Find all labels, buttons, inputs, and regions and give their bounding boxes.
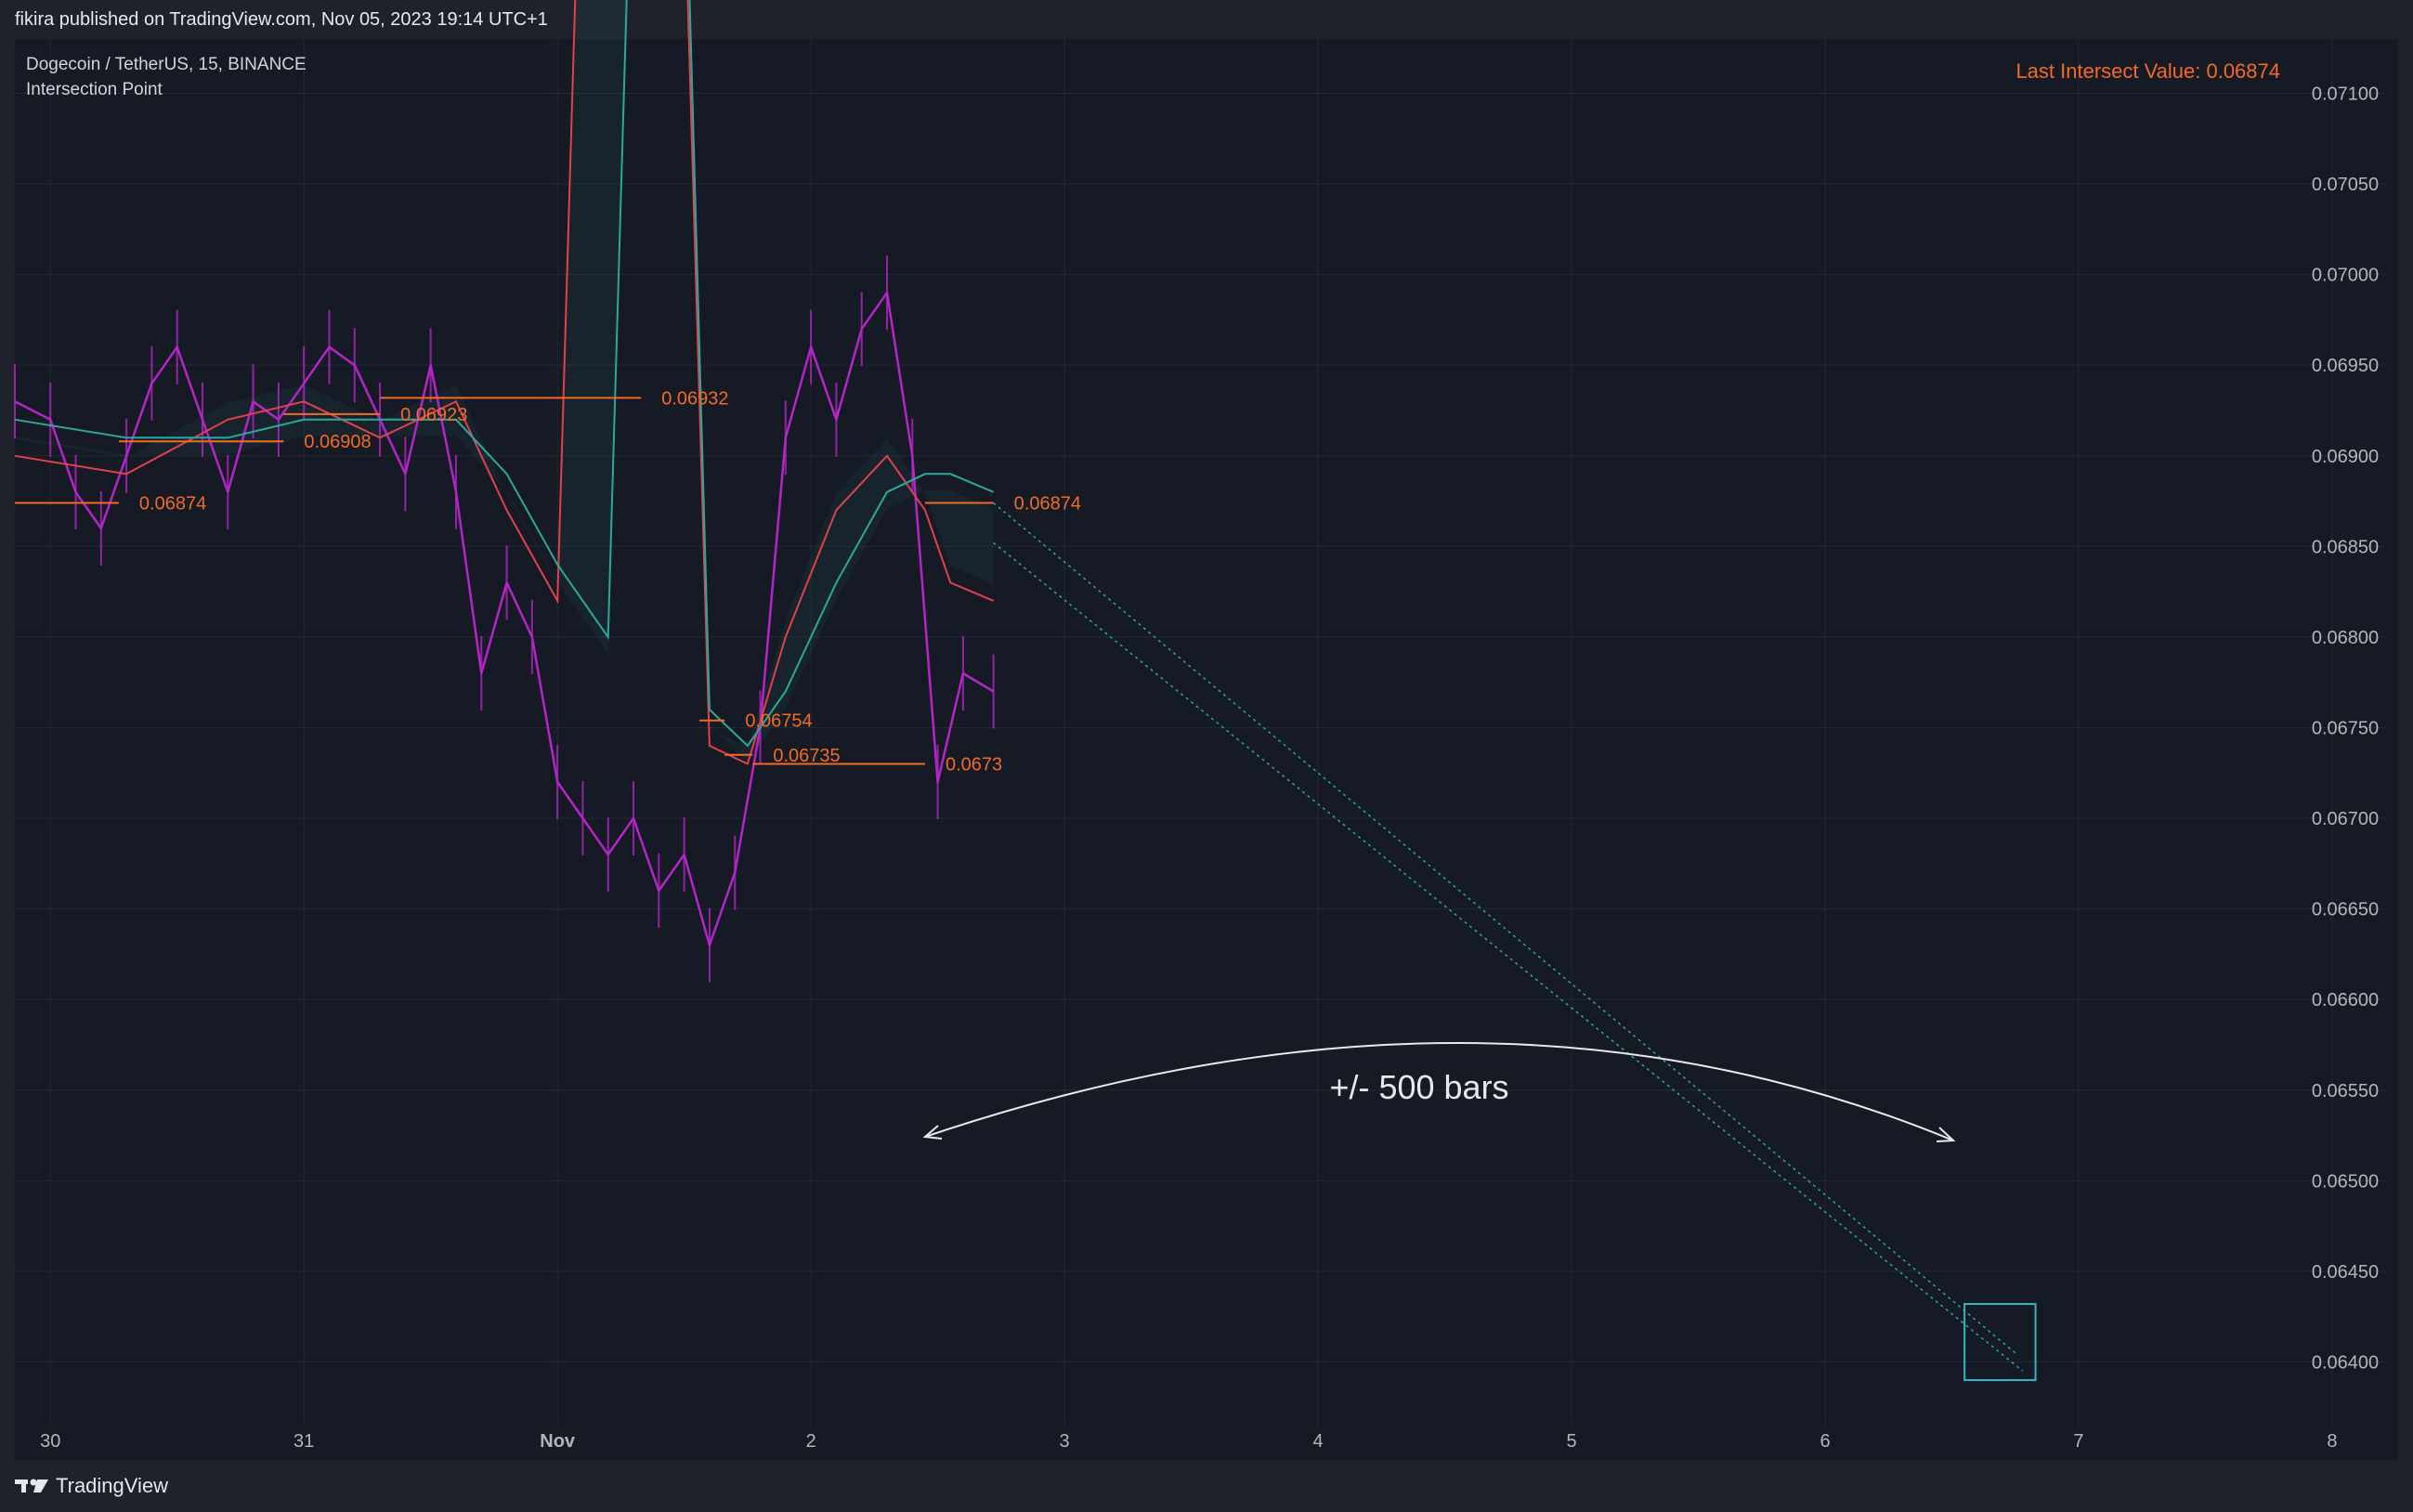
y-tick-label: 0.06650 bbox=[2312, 900, 2379, 920]
intersection-level-label: 0.06932 bbox=[661, 388, 728, 409]
y-tick-label: 0.07050 bbox=[2312, 175, 2379, 195]
annotation-arc bbox=[924, 1042, 1954, 1141]
fast-ma-line bbox=[14, 0, 995, 765]
y-tick-label: 0.06900 bbox=[2312, 447, 2379, 467]
projection-box bbox=[1963, 1303, 2037, 1381]
intersection-level-label: 0.06735 bbox=[773, 746, 840, 766]
slow-ma-line bbox=[14, 0, 995, 748]
indicator-title: Intersection Point bbox=[26, 80, 163, 99]
grid bbox=[15, 39, 2387, 1426]
intersection-level-label: 0.06874 bbox=[1014, 494, 1081, 515]
arrow-left-icon bbox=[922, 1125, 943, 1140]
intersection-levels: 0.06874 0.06908 0.06923 0.06932 0.06754 0.067… bbox=[15, 388, 1081, 776]
projection-line bbox=[993, 502, 2016, 1354]
chart-legend[interactable]: Dogecoin / TetherUS, 15, BINANCE Interse… bbox=[26, 52, 307, 102]
y-tick-label: 0.07100 bbox=[2312, 85, 2379, 105]
annotation-label: +/- 500 bars bbox=[1329, 1068, 1508, 1106]
brand-text: TradingView bbox=[56, 1474, 169, 1497]
bars-annotation: +/- 500 bars bbox=[922, 1042, 1956, 1142]
projection-lines bbox=[993, 502, 2037, 1381]
intersection-level-label: 0.06754 bbox=[745, 711, 812, 732]
y-tick-label: 0.06850 bbox=[2312, 537, 2379, 557]
x-tick-label: 8 bbox=[2327, 1431, 2337, 1452]
intersection-level-label: 0.06908 bbox=[304, 432, 371, 452]
y-tick-label: 0.06750 bbox=[2312, 719, 2379, 739]
x-tick-label: 31 bbox=[293, 1431, 314, 1452]
y-tick-label: 0.06450 bbox=[2312, 1262, 2379, 1283]
publish-header: fikira published on TradingView.com, Nov… bbox=[0, 0, 2413, 39]
symbol-title: Dogecoin / TetherUS, 15, BINANCE bbox=[26, 55, 307, 74]
published-text: fikira published on TradingView.com, Nov… bbox=[15, 8, 548, 30]
tradingview-logo[interactable]: TradingView bbox=[15, 1474, 168, 1498]
x-tick-label: 5 bbox=[1566, 1431, 1576, 1452]
y-tick-label: 0.06600 bbox=[2312, 990, 2379, 1010]
y-tick-label: 0.06400 bbox=[2312, 1352, 2379, 1373]
y-tick-label: 0.07000 bbox=[2312, 266, 2379, 286]
y-tick-label: 0.06950 bbox=[2312, 356, 2379, 376]
x-tick-label: Nov bbox=[540, 1431, 576, 1452]
y-tick-label: 0.06500 bbox=[2312, 1171, 2379, 1192]
x-tick-label: 4 bbox=[1313, 1431, 1324, 1452]
tradingview-logo-icon bbox=[15, 1479, 48, 1492]
x-tick-label: 2 bbox=[806, 1431, 816, 1452]
x-tick-label: 6 bbox=[1820, 1431, 1830, 1452]
price-candles bbox=[14, 255, 995, 983]
projection-line bbox=[993, 541, 2024, 1372]
x-tick-label: 3 bbox=[1060, 1431, 1070, 1452]
intersection-level-label: 0.06874 bbox=[139, 494, 206, 515]
price-line bbox=[14, 291, 995, 946]
intersection-level-label: 0.06923 bbox=[400, 405, 467, 425]
last-intersect-label: Last Intersect Value: 0.06874 bbox=[2015, 59, 2280, 83]
axes: 0.07100 0.07050 0.07000 0.06950 0.06900 0.068… bbox=[40, 85, 2379, 1452]
chart-area[interactable] bbox=[15, 39, 2398, 1460]
x-tick-label: 30 bbox=[40, 1431, 60, 1452]
intersection-level-label: 0.0673 bbox=[946, 755, 1002, 776]
moving-averages bbox=[14, 0, 995, 765]
y-tick-label: 0.06800 bbox=[2312, 628, 2379, 648]
y-tick-label: 0.06700 bbox=[2312, 809, 2379, 829]
footer: TradingView bbox=[0, 1460, 2413, 1512]
y-tick-label: 0.06550 bbox=[2312, 1081, 2379, 1101]
x-tick-label: 7 bbox=[2073, 1431, 2083, 1452]
arrow-right-icon bbox=[1936, 1127, 1956, 1142]
